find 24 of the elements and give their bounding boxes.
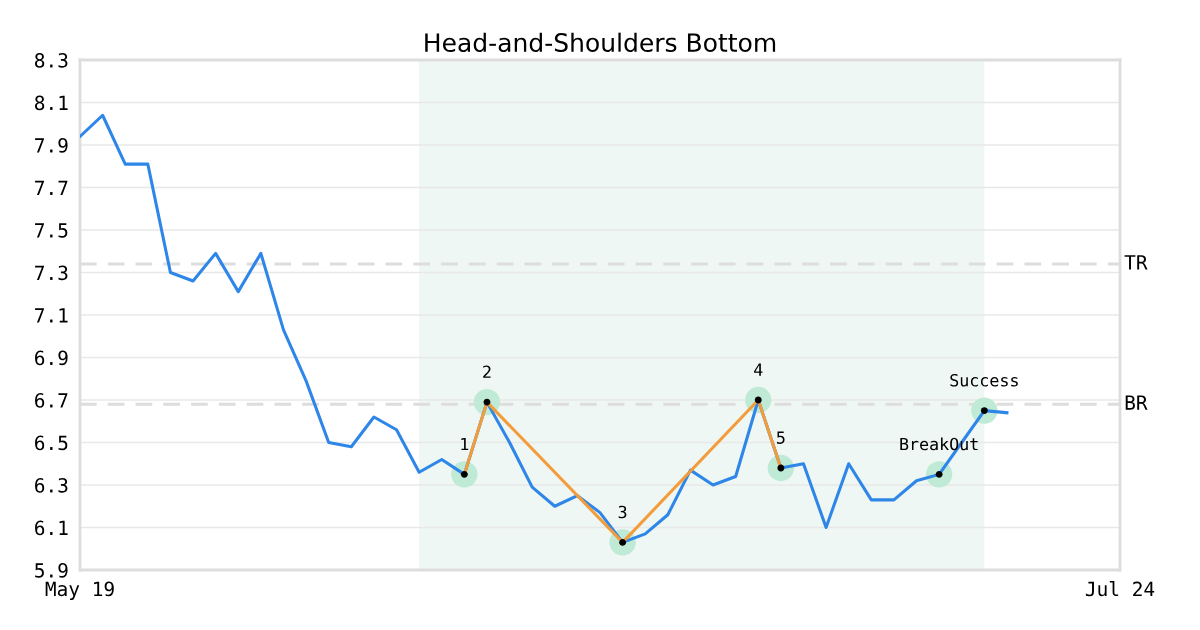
x-tick-label: Jul 24 bbox=[1085, 581, 1155, 597]
annotation: 3 bbox=[618, 505, 627, 519]
y-tick-label: 6.3 bbox=[35, 478, 68, 493]
y-tick-label: 7.1 bbox=[35, 308, 68, 323]
y-tick-label: 7.7 bbox=[35, 180, 68, 195]
annotation: 1 bbox=[461, 437, 469, 451]
annotation: Success bbox=[950, 373, 1018, 387]
y-tick-label: 8.1 bbox=[35, 95, 68, 111]
y-tick-label: 5.9 bbox=[35, 563, 68, 578]
ref-line-label: BR bbox=[1125, 395, 1148, 410]
y-tick-label: 6.1 bbox=[35, 520, 68, 536]
y-tick-label: 7.5 bbox=[35, 223, 68, 238]
x-tick-label: May 19 bbox=[45, 581, 114, 601]
chart-title: Head-and-Shoulders Bottom bbox=[425, 32, 776, 53]
annotation: 2 bbox=[483, 365, 491, 378]
y-tick-label: 6.9 bbox=[35, 350, 68, 366]
y-tick-label: 8.3 bbox=[35, 53, 68, 68]
y-tick-label: 7.9 bbox=[35, 138, 68, 153]
ref-line-label: TR bbox=[1124, 255, 1148, 270]
y-tick-label: 7.3 bbox=[35, 265, 68, 281]
annotation: 5 bbox=[777, 431, 785, 444]
y-tick-label: 6.5 bbox=[35, 435, 68, 451]
annotation: 4 bbox=[754, 363, 763, 376]
y-tick-label: 6.7 bbox=[35, 393, 68, 408]
